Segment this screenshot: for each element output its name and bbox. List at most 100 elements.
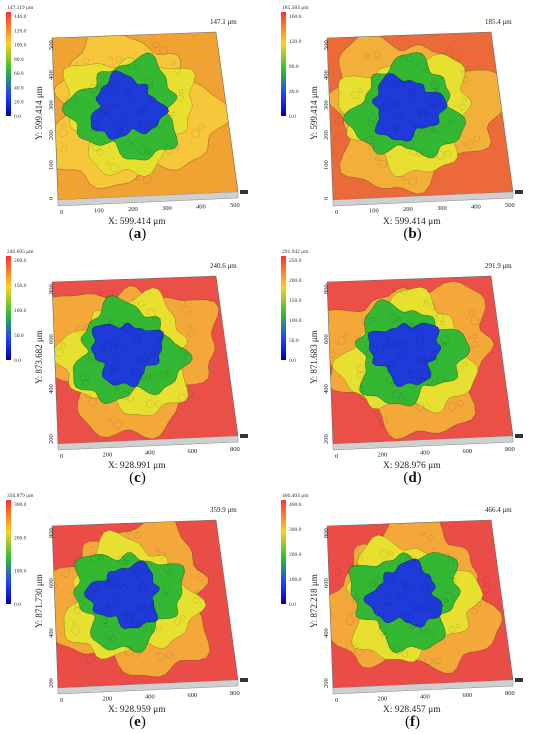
x-tick: 400	[420, 694, 430, 701]
color-scale-bar	[6, 256, 11, 360]
panel-b: 185.384 μm 160.0 120.0 80.0 40.0 0.0 185.4 μm Y…	[275, 0, 550, 244]
scale-tick: 100.0	[14, 43, 27, 49]
y-axis-label: Y: 873.682 μm	[34, 330, 44, 384]
y-axis-label: Y: 872.218 μm	[309, 574, 319, 628]
y-tick: 100	[48, 160, 55, 170]
scale-tick: 50.0	[14, 333, 24, 339]
x-tick: 600	[463, 448, 473, 455]
x-tick: 600	[463, 692, 473, 699]
y-tick: 400	[323, 628, 330, 638]
scale-tick: 200.0	[289, 278, 302, 284]
y-tick: 100	[323, 160, 330, 170]
x-tick: 0	[60, 697, 63, 704]
surface-plot: 185.384 μm 160.0 120.0 80.0 40.0 0.0 185.4 μm Y…	[281, 5, 523, 227]
surface-plot: 466.404 μm 400.0 300.0 200.0 100.0 0.0 466.4 μ…	[281, 493, 523, 715]
scale-tick: 80.0	[14, 57, 24, 63]
y-tick: 600	[48, 334, 55, 344]
panel-caption: (c)	[129, 470, 146, 486]
color-scale-bar	[281, 12, 286, 116]
scale-tick: 0.0	[289, 602, 296, 608]
x-tick: 0	[335, 453, 338, 460]
scale-max-label: 466.404 μm	[282, 493, 309, 499]
x-tick: 400	[145, 450, 155, 457]
scale-max-label: 350.879 μm	[7, 493, 34, 499]
x-tick: 200	[128, 206, 138, 213]
scale-tick: 200.0	[289, 552, 302, 558]
scale-tick: 0.0	[289, 114, 296, 120]
scale-tick: 300.0	[14, 502, 27, 508]
scale-tick: 400.0	[289, 502, 302, 508]
panel-caption: (b)	[403, 226, 422, 242]
scale-tick: 250.0	[289, 258, 302, 264]
x-tick: 200	[378, 695, 388, 702]
surface-plot: 350.879 μm 300.0 200.0 100.0 0.0 359.9 μm Y: 8…	[6, 493, 248, 715]
color-scale-bar	[6, 12, 11, 116]
surface-texture	[327, 520, 513, 688]
scale-tick: 200.0	[14, 258, 27, 264]
x-tick: 100	[369, 208, 379, 215]
scale-tick: 150.0	[289, 298, 302, 304]
x-tick: 0	[335, 209, 338, 216]
y-tick: 800	[48, 284, 55, 294]
y-axis-label: Y: 599.414 μm	[309, 86, 319, 140]
surface-plot: 240.605 μm 200.0 150.0 100.0 50.0 0.0 240.6 μm…	[6, 249, 248, 471]
x-tick: 0	[60, 453, 63, 460]
x-tick: 0	[335, 697, 338, 704]
height-label: 291.9 μm	[485, 262, 512, 270]
scale-tick: 160.0	[289, 14, 302, 20]
y-axis-label: Y: 599.414 μm	[34, 86, 44, 140]
color-scale-bar	[281, 256, 286, 360]
y-tick: 300	[48, 100, 55, 110]
panel-d: 291.942 μm 250.0 200.0 150.0 100.0 50.0 0.0 291…	[275, 244, 550, 488]
x-tick: 200	[103, 451, 113, 458]
y-tick: 400	[323, 70, 330, 80]
x-tick: 500	[230, 202, 240, 209]
scale-tick: 120.0	[14, 28, 27, 34]
surface-plot: 291.942 μm 250.0 200.0 150.0 100.0 50.0 0.0 291…	[281, 249, 523, 471]
scale-max-label: 147.119 μm	[7, 5, 34, 11]
x-tick: 600	[188, 692, 198, 699]
scale-tick: 0.0	[14, 602, 21, 608]
y-tick: 200	[323, 434, 330, 444]
x-tick: 200	[378, 451, 388, 458]
x-axis-label: X: 928.976 μm	[383, 461, 441, 471]
height-label: 147.1 μm	[210, 18, 237, 26]
height-label: 466.4 μm	[485, 506, 512, 514]
y-tick: 400	[323, 384, 330, 394]
x-tick: 200	[103, 695, 113, 702]
y-tick: 400	[48, 70, 55, 80]
panel-caption: (a)	[128, 226, 147, 242]
y-tick: 200	[48, 678, 55, 688]
surface-plot: 147.119 μm 140.0 120.0 100.0 80.0 60.0 40.0 20.…	[6, 5, 248, 227]
scale-tick: 120.0	[289, 39, 302, 45]
x-tick: 0	[60, 209, 63, 216]
x-tick: 500	[505, 202, 515, 209]
y-tick: 0	[323, 197, 330, 200]
x-tick: 400	[196, 203, 206, 210]
scale-tick: 200.0	[14, 535, 27, 541]
x-axis-label: X: 599.414 μm	[108, 217, 166, 227]
scale-tick: 100.0	[14, 569, 27, 575]
x-tick: 100	[94, 208, 104, 215]
surface-texture	[327, 32, 513, 200]
y-tick: 600	[48, 578, 55, 588]
panel-a: 147.119 μm 140.0 120.0 100.0 80.0 60.0 40.0 20.…	[0, 0, 275, 244]
y-tick: 400	[48, 628, 55, 638]
panel-c: 240.605 μm 200.0 150.0 100.0 50.0 0.0 240.6 μm…	[0, 244, 275, 488]
scale-tick: 100.0	[289, 577, 302, 583]
panel-caption: (d)	[403, 470, 422, 486]
color-scale-bar	[6, 500, 11, 604]
y-tick: 600	[323, 334, 330, 344]
y-tick: 200	[323, 678, 330, 688]
height-label: 240.6 μm	[210, 262, 237, 270]
y-tick: 600	[323, 578, 330, 588]
y-tick: 300	[323, 100, 330, 110]
scale-max-label: 240.605 μm	[7, 249, 34, 255]
x-tick: 800	[230, 446, 240, 453]
x-tick: 800	[505, 446, 515, 453]
scale-max-label: 185.384 μm	[282, 5, 309, 11]
scale-tick: 0.0	[14, 114, 21, 120]
surface-texture	[52, 276, 238, 444]
scale-tick: 300.0	[289, 527, 302, 533]
scale-tick: 40.0	[14, 85, 24, 91]
